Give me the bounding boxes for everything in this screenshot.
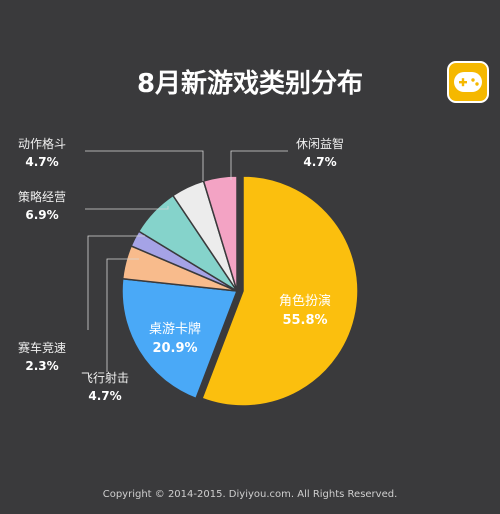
slice-value-飞行射击: 4.7% <box>88 389 121 403</box>
copyright-footer: Copyright © 2014-2015. Diyiyou.com. All … <box>103 489 398 500</box>
gamepad-logo <box>447 61 489 103</box>
slice-value-休闲益智: 4.7% <box>303 155 336 169</box>
slice-value-赛车竞速: 2.3% <box>25 359 58 373</box>
leader-line-休闲益智 <box>230 150 288 180</box>
slice-label-飞行射击: 飞行射击 <box>81 370 129 385</box>
leader-lines <box>85 150 288 372</box>
slice-label-动作格斗: 动作格斗 <box>18 136 66 151</box>
pie-slices <box>121 175 359 407</box>
slice-value-动作格斗: 4.7% <box>25 155 58 169</box>
slice-label-休闲益智: 休闲益智 <box>296 136 344 151</box>
slice-labels: 角色扮演 55.8% 桌游卡牌 20.9% 飞行射击 4.7% 赛车竞速 2.3% 策略经营 6.… <box>18 136 344 403</box>
slice-label-桌游卡牌: 桌游卡牌 <box>149 321 201 337</box>
leader-line-飞行射击 <box>106 258 139 372</box>
leader-line-赛车竞速 <box>87 235 145 330</box>
leader-line-动作格斗 <box>85 150 204 181</box>
slice-value-策略经营: 6.9% <box>25 208 58 222</box>
pie-slice-休闲益智 <box>202 175 238 292</box>
slice-value-角色扮演: 55.8% <box>282 313 327 328</box>
pie-slice-角色扮演 <box>201 175 359 407</box>
slice-label-角色扮演: 角色扮演 <box>279 293 331 309</box>
slice-label-赛车竞速: 赛车竞速 <box>18 340 66 355</box>
gamepad-icon <box>454 72 482 92</box>
slice-label-策略经营: 策略经营 <box>18 189 66 204</box>
slice-value-桌游卡牌: 20.9% <box>152 341 197 356</box>
pie-slice-桌游卡牌 <box>121 277 239 400</box>
leader-line-策略经营 <box>85 206 169 210</box>
chart-title: 8月新游戏类别分布 <box>137 68 363 99</box>
